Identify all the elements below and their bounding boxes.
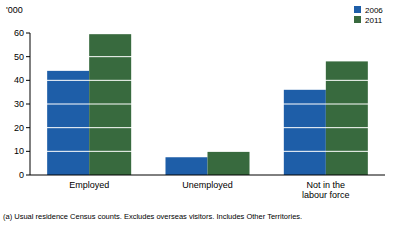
label-line: Unemployed xyxy=(182,180,233,190)
label-line: Not in the xyxy=(307,180,346,190)
chart-container: 0 10 20 30 40 50 60 '000 Employed Unemployed Not i… xyxy=(0,0,397,227)
y-tick xyxy=(26,80,30,81)
bar xyxy=(89,34,131,175)
y-tick xyxy=(26,56,30,57)
y-tick xyxy=(26,175,30,176)
y-tick-label: 0 xyxy=(19,170,24,180)
label-line: labour force xyxy=(302,190,350,200)
bar xyxy=(47,71,89,175)
bar xyxy=(208,151,250,175)
y-axis xyxy=(30,33,31,175)
y-tick-label: 60 xyxy=(14,28,24,38)
y-tick xyxy=(26,104,30,105)
x-tick-label: Not in thelabour force xyxy=(302,180,350,200)
legend-label: 2006 xyxy=(365,6,383,15)
legend-label: 2011 xyxy=(365,16,383,25)
y-tick xyxy=(26,151,30,152)
grid-line xyxy=(30,33,385,34)
y-tick-label: 10 xyxy=(14,146,24,156)
bar xyxy=(326,61,368,175)
grid-line xyxy=(30,104,385,105)
x-tick-label: Employed xyxy=(69,180,109,190)
bars xyxy=(47,34,368,175)
legend-swatch xyxy=(354,6,361,13)
grid-line xyxy=(30,56,385,57)
bar xyxy=(284,90,326,175)
y-tick-label: 20 xyxy=(14,123,24,133)
grid-line xyxy=(30,80,385,81)
y-tick xyxy=(26,127,30,128)
legend-swatch xyxy=(354,16,361,23)
grid-line xyxy=(30,127,385,128)
y-tick-label: 30 xyxy=(14,99,24,109)
chart-svg: 0 10 20 30 40 50 60 '000 Employed Unemployed Not i… xyxy=(0,0,397,227)
grid-line xyxy=(30,151,385,152)
y-tick xyxy=(26,33,30,34)
footnote: (a) Usual residence Census counts. Exclu… xyxy=(3,212,302,221)
y-tick-label: 50 xyxy=(14,52,24,62)
y-tick-label: 40 xyxy=(14,75,24,85)
x-tick-label: Unemployed xyxy=(182,180,233,190)
x-axis xyxy=(30,175,385,176)
y-axis-label: '000 xyxy=(6,5,23,15)
label-line: Employed xyxy=(69,180,109,190)
bar xyxy=(165,157,207,175)
